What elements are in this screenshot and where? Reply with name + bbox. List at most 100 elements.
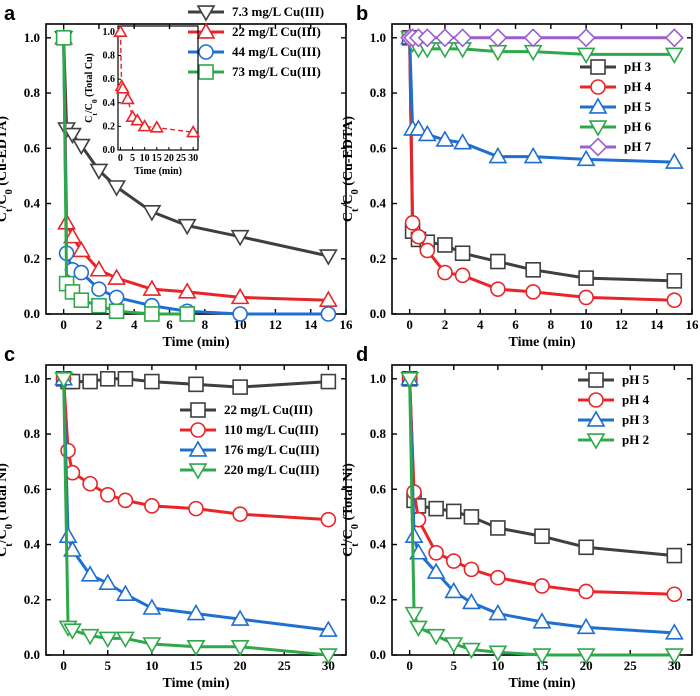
- data-point: [188, 376, 204, 393]
- data-point: [445, 503, 462, 520]
- inset-x-tick-label: 25: [176, 153, 186, 164]
- legend-entry: 73 mg/L Cu(III): [232, 64, 321, 79]
- label-part: C: [84, 116, 95, 123]
- data-point: [666, 292, 683, 308]
- data-point: [115, 584, 135, 601]
- inset-data-point: [186, 124, 201, 138]
- inset-data-point: [113, 24, 128, 37]
- data-point: [453, 133, 473, 150]
- y-tick-label: 0.4: [370, 196, 387, 211]
- data-point: [523, 146, 543, 164]
- x-tick-label: 30: [668, 658, 681, 673]
- plot-frame: [45, 23, 347, 315]
- x-tick-label: 20: [580, 658, 593, 673]
- data-point: [89, 163, 109, 181]
- x-tick-label: 8: [202, 317, 209, 332]
- data-point: [144, 306, 160, 322]
- legend-marker: [590, 59, 606, 75]
- data-point: [232, 379, 248, 395]
- y-tick-label: 0.0: [370, 647, 386, 662]
- legend-entry: pH 3: [622, 412, 650, 427]
- data-point: [417, 28, 437, 48]
- label-part: (Cu-EDTA): [0, 116, 10, 190]
- y-tick-label: 0.0: [24, 306, 40, 321]
- data-point: [437, 237, 453, 253]
- data-point: [98, 573, 118, 590]
- data-point: [532, 648, 552, 665]
- data-point: [63, 227, 82, 244]
- label-subscript: t: [4, 208, 15, 212]
- x-tick-label: 5: [451, 658, 458, 673]
- label-subscript: 0: [350, 189, 361, 194]
- data-point: [444, 581, 464, 599]
- data-point: [523, 28, 543, 48]
- data-point: [63, 540, 82, 557]
- x-tick-label: 16: [340, 317, 354, 332]
- label-subscript: t: [350, 208, 361, 212]
- label-part: (Cu-EDTA): [341, 116, 356, 190]
- x-tick-label: 0: [406, 658, 413, 673]
- x-tick-label: 2: [96, 317, 103, 332]
- data-point: [232, 506, 248, 522]
- panel-c: 0 5 10 15 20 25 30 0.0 0.2 0.4 0.6 0.8 1.0 Time (min)…: [0, 344, 347, 691]
- panel-d: 0 5 10 15 20 25 30 0.0 0.2 0.4 0.6 0.8 1.0 Time (min)…: [341, 344, 693, 691]
- legend-entry: 110 mg/L Cu(III): [224, 422, 319, 437]
- data-point: [666, 273, 683, 289]
- data-point: [232, 306, 248, 322]
- data-point: [99, 371, 116, 387]
- data-point: [488, 645, 508, 662]
- data-point: [117, 371, 134, 387]
- series-pH 2: [400, 372, 684, 665]
- data-point: [578, 583, 594, 600]
- data-point: [444, 637, 464, 654]
- inset-x-tick-label: 10: [140, 153, 150, 164]
- y-tick-label: 0.4: [24, 537, 41, 552]
- data-point: [55, 30, 72, 46]
- data-point: [82, 475, 98, 492]
- data-point: [186, 603, 206, 621]
- data-point: [463, 561, 480, 578]
- data-point: [461, 642, 481, 660]
- label-part: /C: [0, 194, 10, 209]
- legend-entry: pH 5: [624, 99, 652, 114]
- label-part: /C: [0, 529, 10, 544]
- data-point: [91, 297, 107, 314]
- y-tick-label: 0.2: [370, 251, 386, 266]
- panel-letter: b: [356, 3, 368, 25]
- x-tick-label: 16: [686, 317, 700, 332]
- data-point: [188, 500, 204, 517]
- x-tick-label: 6: [166, 317, 173, 332]
- data-point: [409, 620, 428, 638]
- inset-y-tick-label: 0.4: [103, 98, 116, 109]
- data-point: [525, 262, 541, 278]
- data-point: [426, 562, 446, 579]
- data-point: [576, 28, 596, 48]
- inset-data-point: [130, 113, 145, 126]
- label-subscript: t: [4, 543, 15, 547]
- y-tick-label: 0.8: [370, 85, 387, 100]
- data-point: [63, 623, 82, 640]
- series-line: [408, 37, 675, 302]
- series-73 mg/L Cu(III): [55, 30, 195, 322]
- data-point: [454, 267, 471, 284]
- legend-entry: 44 mg/L Cu(III): [232, 44, 321, 59]
- x-tick-label: 25: [624, 658, 638, 673]
- inset-x-tick-label: 20: [164, 153, 174, 164]
- y-axis-label: Ct/C0 (Total Ni): [341, 463, 361, 557]
- data-point: [186, 639, 206, 657]
- data-point: [437, 264, 453, 281]
- data-point: [63, 127, 82, 145]
- data-point: [98, 631, 118, 649]
- data-point: [71, 240, 91, 258]
- legend-entry: pH 4: [622, 392, 650, 407]
- inset-y-tick-label: 0.6: [103, 74, 116, 85]
- y-tick-label: 0.2: [24, 592, 40, 607]
- inset-data-point: [149, 120, 164, 133]
- y-tick-label: 0.8: [370, 426, 387, 441]
- data-point: [144, 498, 160, 514]
- inset-x-tick-label: 5: [130, 153, 135, 164]
- series-7.3 mg/L Cu(III): [54, 31, 338, 266]
- data-point: [142, 637, 162, 654]
- data-point: [664, 28, 684, 48]
